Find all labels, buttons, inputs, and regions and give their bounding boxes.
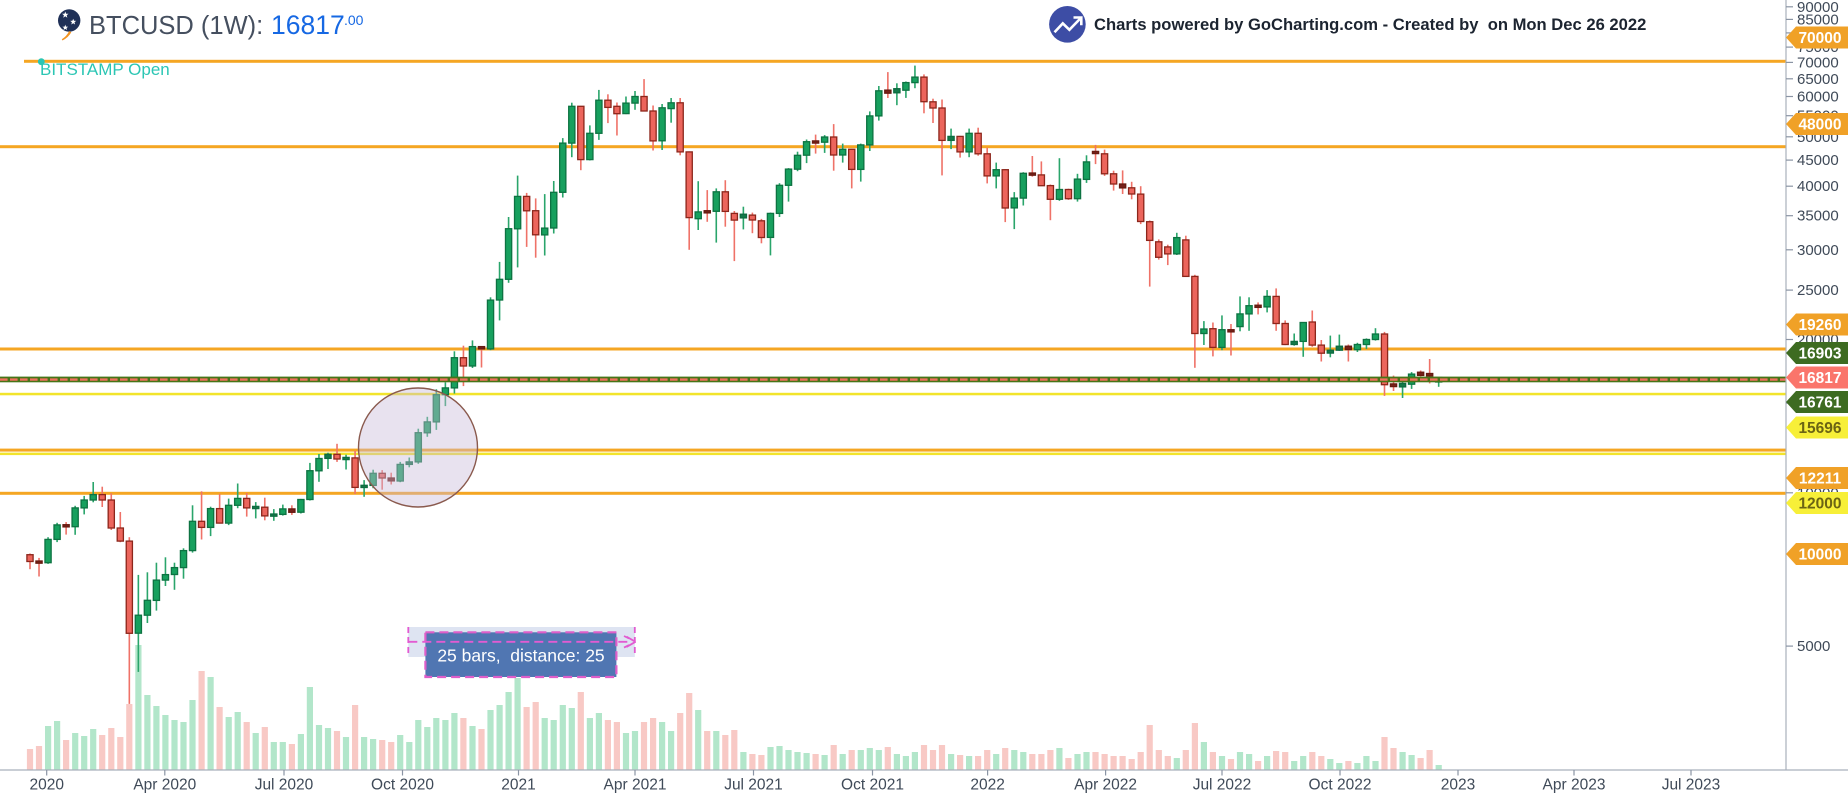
svg-text:Oct 2021: Oct 2021	[841, 777, 904, 794]
svg-text:70000: 70000	[1797, 54, 1839, 71]
svg-text:BITSTAMP Open: BITSTAMP Open	[40, 60, 170, 79]
svg-text:Jul 2020: Jul 2020	[255, 777, 314, 794]
svg-text:16761: 16761	[1798, 395, 1841, 412]
svg-text:65000: 65000	[1797, 71, 1839, 88]
svg-text:2021: 2021	[501, 777, 535, 794]
svg-text:16817: 16817	[271, 10, 345, 40]
svg-text:Apr 2020: Apr 2020	[133, 777, 196, 794]
svg-text:.00: .00	[344, 12, 364, 28]
svg-text:25 bars, distance: 25: 25 bars, distance: 25	[437, 646, 604, 666]
svg-text:15696: 15696	[1798, 420, 1841, 437]
svg-text:40000: 40000	[1797, 178, 1839, 195]
svg-text:Apr 2022: Apr 2022	[1074, 777, 1137, 794]
svg-text:Jul 2021: Jul 2021	[724, 777, 783, 794]
svg-text:Jul 2023: Jul 2023	[1662, 777, 1721, 794]
svg-text:16903: 16903	[1798, 346, 1841, 363]
svg-text:Oct 2022: Oct 2022	[1309, 777, 1372, 794]
svg-text:35000: 35000	[1797, 208, 1839, 225]
svg-text:Charts powered by GoCharting.c: Charts powered by GoCharting.com - Creat…	[1094, 15, 1646, 34]
svg-text:70000: 70000	[1798, 30, 1841, 47]
svg-text:30000: 30000	[1797, 242, 1839, 259]
svg-text:12211: 12211	[1799, 471, 1842, 488]
svg-text:2022: 2022	[970, 777, 1004, 794]
svg-text:2023: 2023	[1441, 777, 1475, 794]
svg-text:60000: 60000	[1797, 89, 1839, 106]
svg-text:45000: 45000	[1797, 152, 1839, 169]
svg-text:19260: 19260	[1798, 317, 1841, 334]
svg-text:85000: 85000	[1797, 11, 1839, 28]
svg-text:90000: 90000	[1797, 0, 1839, 16]
svg-text:BTCUSD (1W):: BTCUSD (1W):	[89, 12, 263, 40]
svg-text:Apr 2023: Apr 2023	[1543, 777, 1606, 794]
svg-text:5000: 5000	[1797, 638, 1830, 655]
svg-text:Oct 2020: Oct 2020	[371, 777, 434, 794]
svg-text:2020: 2020	[29, 777, 64, 794]
svg-text:Apr 2021: Apr 2021	[604, 777, 667, 794]
svg-text:25000: 25000	[1797, 282, 1839, 299]
svg-text:48000: 48000	[1798, 117, 1841, 134]
svg-text:10000: 10000	[1798, 547, 1841, 564]
svg-text:Jul 2022: Jul 2022	[1193, 777, 1252, 794]
svg-text:12000: 12000	[1798, 496, 1841, 513]
svg-text:16817: 16817	[1798, 370, 1841, 387]
